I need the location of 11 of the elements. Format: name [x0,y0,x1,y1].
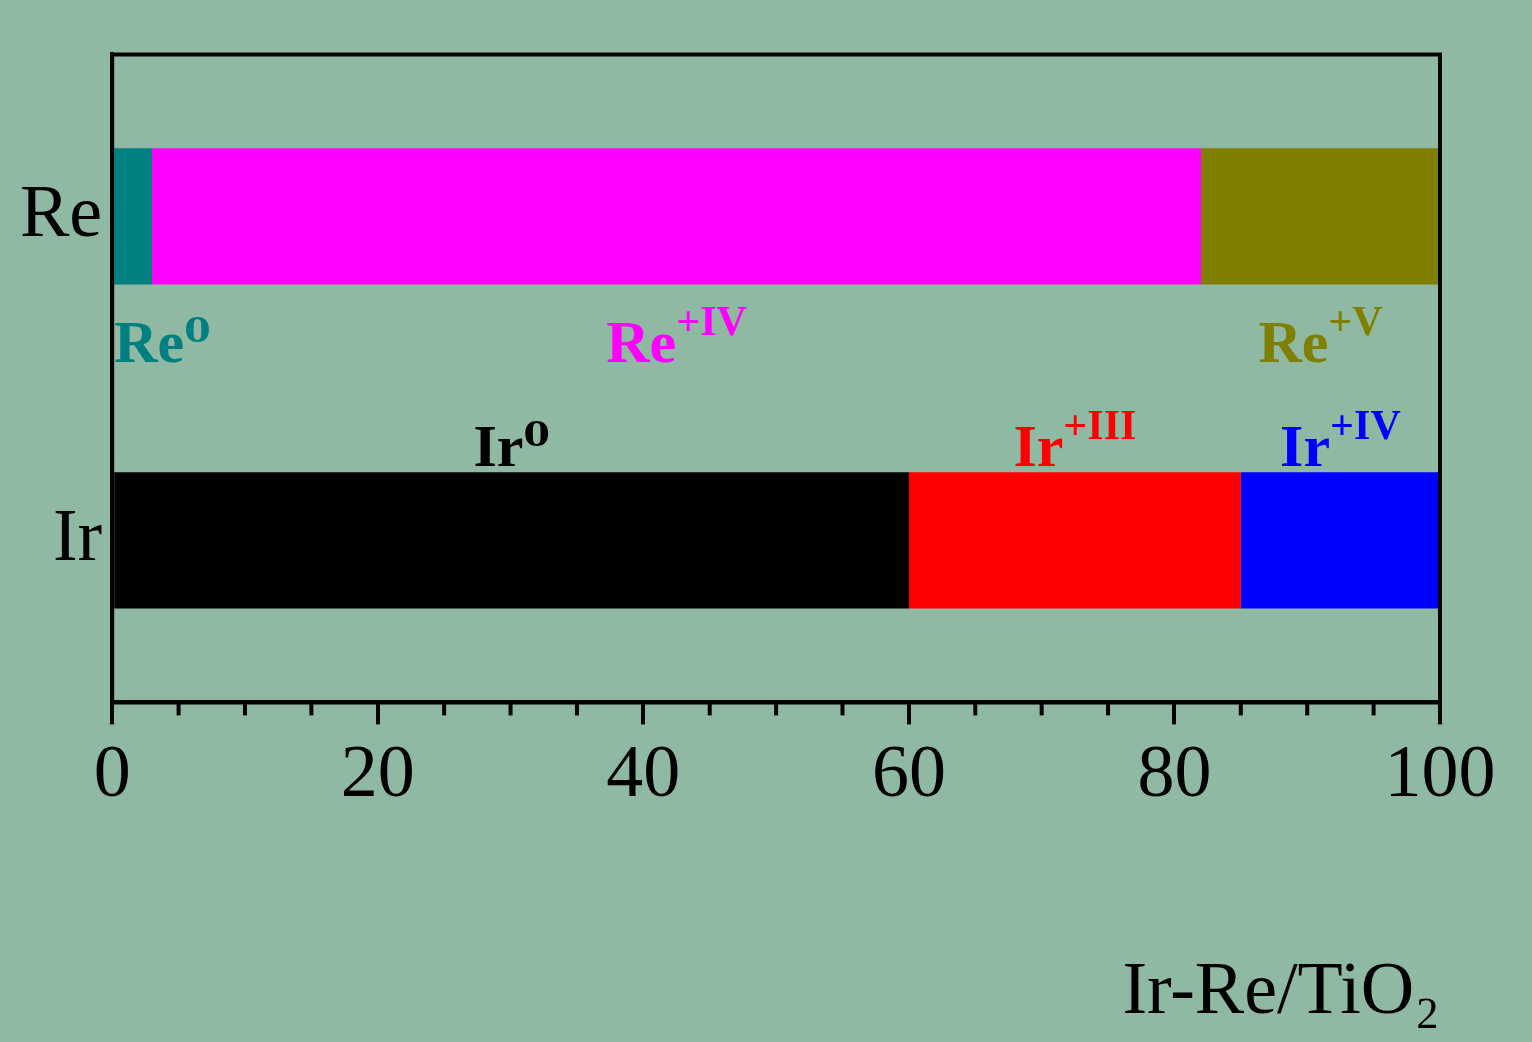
x-tick-label: 20 [340,730,415,813]
x-axis-title: Ir-Re/TiO₂ [1122,947,1440,1030]
x-tick-label: 0 [93,730,131,813]
x-tick-label: 60 [871,730,946,813]
series-label: Ir⁰ [473,413,550,480]
y-tick-label: Ir [52,493,103,576]
y-tick-label: Re [20,169,103,252]
x-tick-label: 80 [1137,730,1212,813]
series-label: Re⁰ [114,309,211,376]
x-tick-label: 40 [606,730,681,813]
x-tick-label: 100 [1384,730,1496,813]
